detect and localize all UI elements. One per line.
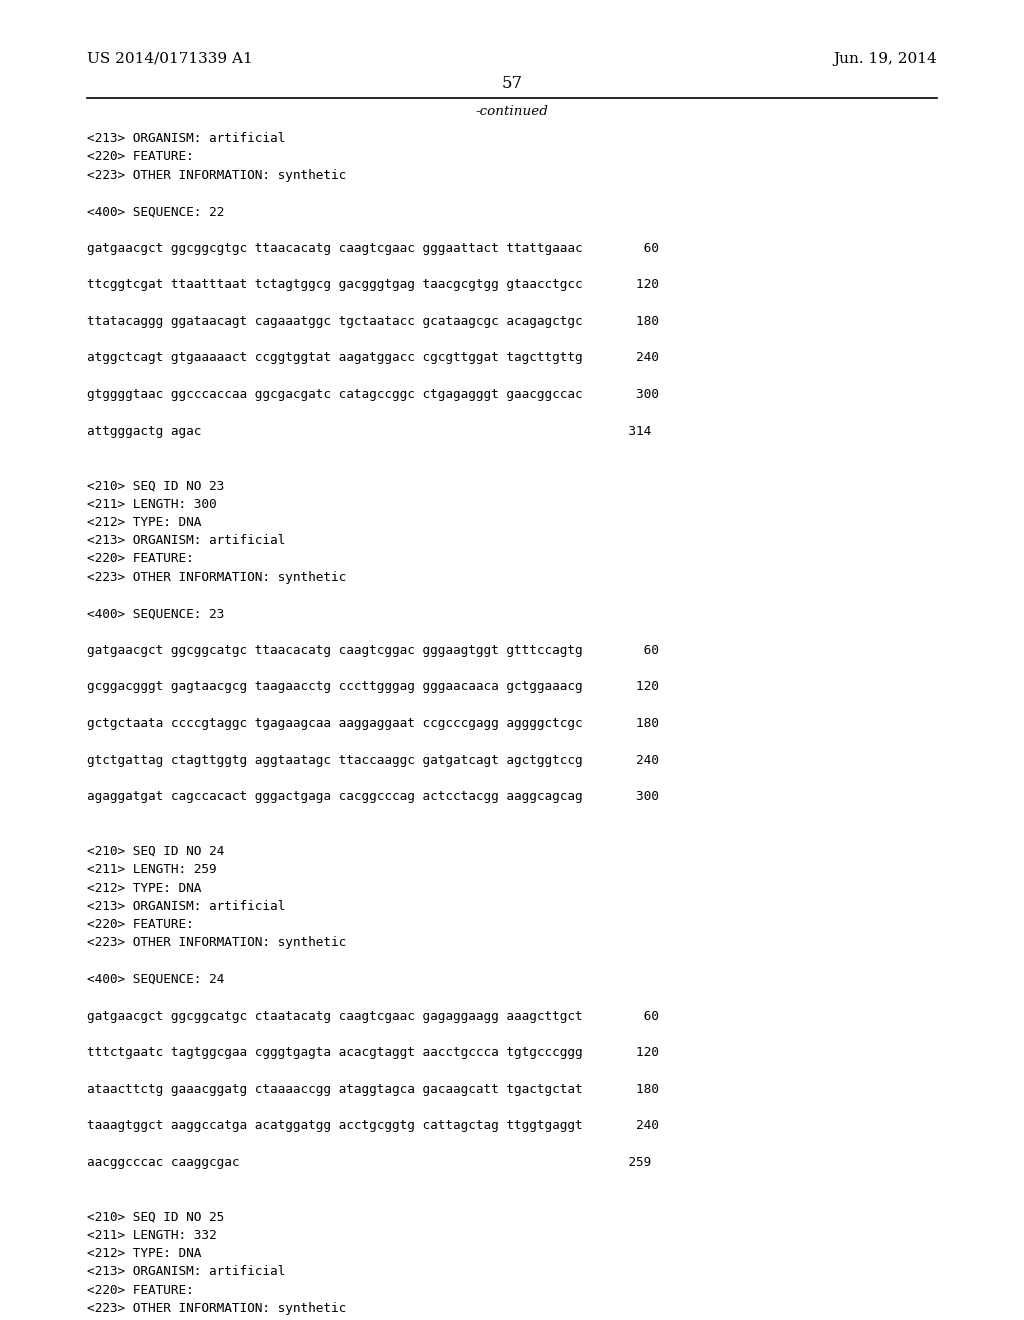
Text: gcggacgggt gagtaacgcg taagaacctg cccttgggag gggaacaaca gctggaaacg       120: gcggacgggt gagtaacgcg taagaacctg cccttgg… xyxy=(87,681,658,693)
Text: <220> FEATURE:: <220> FEATURE: xyxy=(87,919,194,931)
Text: 57: 57 xyxy=(502,75,522,92)
Text: gatgaacgct ggcggcatgc ttaacacatg caagtcggac gggaagtggt gtttccagtg        60: gatgaacgct ggcggcatgc ttaacacatg caagtcg… xyxy=(87,644,658,657)
Text: <210> SEQ ID NO 25: <210> SEQ ID NO 25 xyxy=(87,1210,224,1224)
Text: <213> ORGANISM: artificial: <213> ORGANISM: artificial xyxy=(87,132,286,145)
Text: <212> TYPE: DNA: <212> TYPE: DNA xyxy=(87,882,202,895)
Text: tttctgaatc tagtggcgaa cgggtgagta acacgtaggt aacctgccca tgtgcccggg       120: tttctgaatc tagtggcgaa cgggtgagta acacgta… xyxy=(87,1047,658,1059)
Text: <400> SEQUENCE: 22: <400> SEQUENCE: 22 xyxy=(87,205,224,218)
Text: ttcggtcgat ttaatttaat tctagtggcg gacgggtgag taacgcgtgg gtaacctgcc       120: ttcggtcgat ttaatttaat tctagtggcg gacgggt… xyxy=(87,279,658,292)
Text: <220> FEATURE:: <220> FEATURE: xyxy=(87,553,194,565)
Text: <211> LENGTH: 259: <211> LENGTH: 259 xyxy=(87,863,217,876)
Text: agaggatgat cagccacact gggactgaga cacggcccag actcctacgg aaggcagcag       300: agaggatgat cagccacact gggactgaga cacggcc… xyxy=(87,791,658,803)
Text: Jun. 19, 2014: Jun. 19, 2014 xyxy=(834,51,937,66)
Text: -continued: -continued xyxy=(475,106,549,117)
Text: gatgaacgct ggcggcatgc ctaatacatg caagtcgaac gagaggaagg aaagcttgct        60: gatgaacgct ggcggcatgc ctaatacatg caagtcg… xyxy=(87,1010,658,1023)
Text: gctgctaata ccccgtaggc tgagaagcaa aaggaggaat ccgcccgagg aggggctcgc       180: gctgctaata ccccgtaggc tgagaagcaa aaggagg… xyxy=(87,717,658,730)
Text: <210> SEQ ID NO 24: <210> SEQ ID NO 24 xyxy=(87,845,224,858)
Text: <212> TYPE: DNA: <212> TYPE: DNA xyxy=(87,1247,202,1261)
Text: <213> ORGANISM: artificial: <213> ORGANISM: artificial xyxy=(87,1266,286,1279)
Text: <213> ORGANISM: artificial: <213> ORGANISM: artificial xyxy=(87,900,286,913)
Text: taaagtggct aaggccatga acatggatgg acctgcggtg cattagctag ttggtgaggt       240: taaagtggct aaggccatga acatggatgg acctgcg… xyxy=(87,1119,658,1133)
Text: <400> SEQUENCE: 23: <400> SEQUENCE: 23 xyxy=(87,607,224,620)
Text: <223> OTHER INFORMATION: synthetic: <223> OTHER INFORMATION: synthetic xyxy=(87,936,346,949)
Text: gtggggtaac ggcccaccaa ggcgacgatc catagccggc ctgagagggt gaacggccac       300: gtggggtaac ggcccaccaa ggcgacgatc catagcc… xyxy=(87,388,658,401)
Text: aacggcccac caaggcgac                                                   259: aacggcccac caaggcgac 259 xyxy=(87,1156,651,1168)
Text: <210> SEQ ID NO 23: <210> SEQ ID NO 23 xyxy=(87,479,224,492)
Text: <223> OTHER INFORMATION: synthetic: <223> OTHER INFORMATION: synthetic xyxy=(87,1302,346,1315)
Text: <220> FEATURE:: <220> FEATURE: xyxy=(87,1284,194,1296)
Text: atggctcagt gtgaaaaact ccggtggtat aagatggacc cgcgttggat tagcttgttg       240: atggctcagt gtgaaaaact ccggtggtat aagatgg… xyxy=(87,351,658,364)
Text: ttatacaggg ggataacagt cagaaatggc tgctaatacc gcataagcgc acagagctgc       180: ttatacaggg ggataacagt cagaaatggc tgctaat… xyxy=(87,315,658,327)
Text: gtctgattag ctagttggtg aggtaatagc ttaccaaggc gatgatcagt agctggtccg       240: gtctgattag ctagttggtg aggtaatagc ttaccaa… xyxy=(87,754,658,767)
Text: <223> OTHER INFORMATION: synthetic: <223> OTHER INFORMATION: synthetic xyxy=(87,169,346,182)
Text: <211> LENGTH: 332: <211> LENGTH: 332 xyxy=(87,1229,217,1242)
Text: <213> ORGANISM: artificial: <213> ORGANISM: artificial xyxy=(87,535,286,548)
Text: <223> OTHER INFORMATION: synthetic: <223> OTHER INFORMATION: synthetic xyxy=(87,570,346,583)
Text: attgggactg agac                                                        314: attgggactg agac 314 xyxy=(87,425,651,437)
Text: gatgaacgct ggcggcgtgc ttaacacatg caagtcgaac gggaattact ttattgaaac        60: gatgaacgct ggcggcgtgc ttaacacatg caagtcg… xyxy=(87,242,658,255)
Text: <211> LENGTH: 300: <211> LENGTH: 300 xyxy=(87,498,217,511)
Text: US 2014/0171339 A1: US 2014/0171339 A1 xyxy=(87,51,253,66)
Text: <400> SEQUENCE: 24: <400> SEQUENCE: 24 xyxy=(87,973,224,986)
Text: <220> FEATURE:: <220> FEATURE: xyxy=(87,150,194,164)
Text: ataacttctg gaaacggatg ctaaaaccgg ataggtagca gacaagcatt tgactgctat       180: ataacttctg gaaacggatg ctaaaaccgg ataggta… xyxy=(87,1082,658,1096)
Text: <212> TYPE: DNA: <212> TYPE: DNA xyxy=(87,516,202,529)
